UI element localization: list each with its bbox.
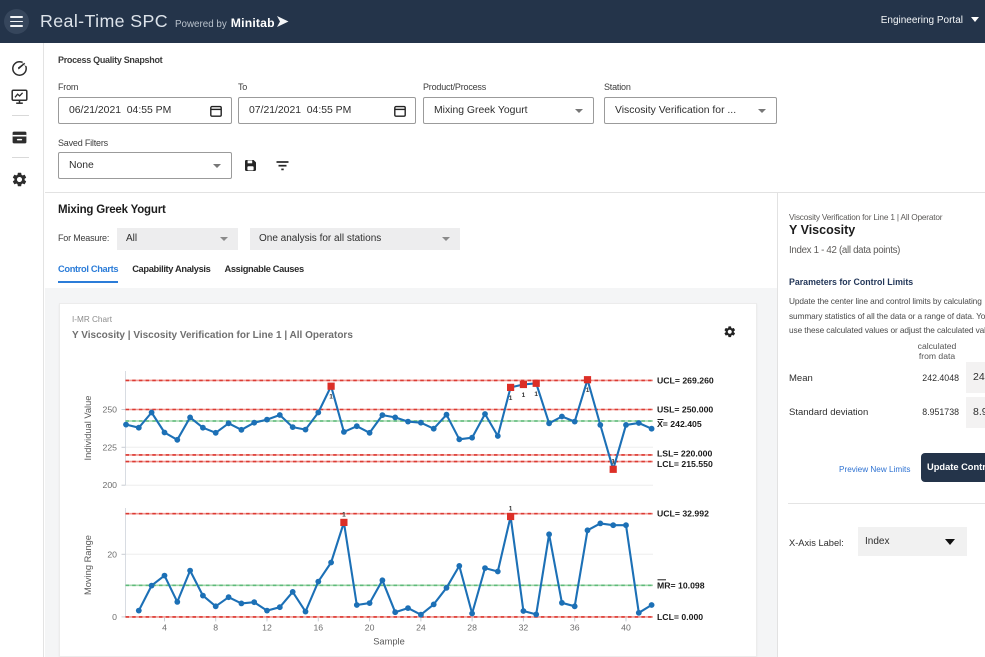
svg-text:UCL= 32.992: UCL= 32.992 — [657, 509, 709, 519]
svg-text:20: 20 — [107, 549, 117, 559]
svg-text:225: 225 — [103, 442, 118, 452]
svg-text:LCL= 215.550: LCL= 215.550 — [657, 459, 713, 469]
svg-text:0: 0 — [112, 612, 117, 622]
svg-text:X= 242.405: X= 242.405 — [657, 419, 702, 429]
svg-text:MR= 10.098: MR= 10.098 — [657, 580, 705, 590]
svg-text:1: 1 — [342, 511, 346, 518]
svg-text:250: 250 — [103, 405, 118, 415]
svg-text:Sample: Sample — [373, 637, 405, 647]
svg-text:24: 24 — [416, 622, 426, 632]
svg-text:1: 1 — [534, 391, 538, 398]
svg-text:16: 16 — [313, 622, 323, 632]
svg-text:USL= 250.000: USL= 250.000 — [657, 405, 713, 415]
svg-text:1: 1 — [509, 395, 513, 402]
svg-text:20: 20 — [365, 622, 375, 632]
svg-text:1: 1 — [329, 394, 333, 401]
svg-text:8: 8 — [213, 622, 218, 632]
svg-text:12: 12 — [262, 622, 272, 632]
svg-text:1: 1 — [509, 506, 513, 513]
svg-text:1: 1 — [586, 387, 590, 394]
svg-text:200: 200 — [103, 480, 118, 490]
svg-text:1: 1 — [611, 458, 615, 465]
svg-text:Individual Value: Individual Value — [83, 396, 93, 461]
svg-text:28: 28 — [467, 622, 477, 632]
svg-text:Moving Range: Moving Range — [83, 535, 93, 595]
svg-text:32: 32 — [519, 622, 529, 632]
svg-text:LCL= 0.000: LCL= 0.000 — [657, 612, 703, 622]
svg-text:36: 36 — [570, 622, 580, 632]
svg-text:4: 4 — [162, 622, 167, 632]
svg-text:LSL= 220.000: LSL= 220.000 — [657, 448, 712, 458]
svg-text:UCL= 269.260: UCL= 269.260 — [657, 375, 714, 385]
svg-text:1: 1 — [522, 392, 526, 399]
svg-text:40: 40 — [621, 622, 631, 632]
